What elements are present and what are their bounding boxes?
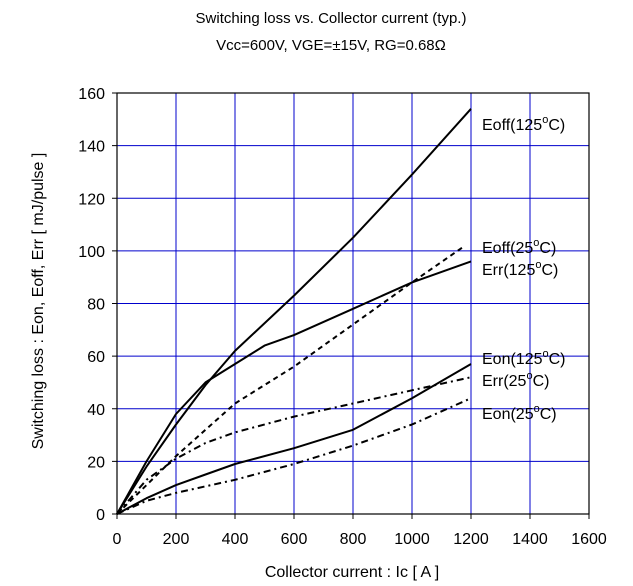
series-line xyxy=(116,244,466,515)
y-tick-label: 100 xyxy=(78,244,105,261)
series-label: Eon(25oC) xyxy=(482,403,557,423)
y-tick-label: 40 xyxy=(87,402,105,419)
y-tick-label: 0 xyxy=(96,507,105,524)
series-label: Eon(125oC) xyxy=(482,348,566,368)
series-line xyxy=(116,363,472,515)
y-tick-label: 160 xyxy=(78,86,105,103)
y-tick-label: 120 xyxy=(78,191,105,208)
series-line xyxy=(116,260,472,515)
y-tick-label: 60 xyxy=(87,349,105,366)
x-tick-label: 600 xyxy=(281,531,308,548)
series-label: Eoff(125oC) xyxy=(482,114,565,134)
x-tick-label: 0 xyxy=(113,531,122,548)
x-tick-label: 1200 xyxy=(453,531,489,548)
chart-subtitle: Vcc=600V, VGE=±15V, RG=0.68Ω xyxy=(216,37,446,54)
x-tick-label: 1400 xyxy=(512,531,548,548)
x-tick-label: 800 xyxy=(340,531,367,548)
series-line xyxy=(116,397,472,515)
y-axis-label: Switching loss : Eon, Eoff, Err [ mJ/pul… xyxy=(30,153,47,450)
grid xyxy=(117,93,589,514)
y-tick-label: 80 xyxy=(87,297,105,314)
series-label: Err(25oC) xyxy=(482,370,549,390)
chart-title: Switching loss vs. Collector current (ty… xyxy=(196,10,467,27)
y-tick-label: 140 xyxy=(78,139,105,156)
series-line xyxy=(116,108,472,515)
y-tick-labels: 0 20 40 60 80 100 120 140 160 xyxy=(78,86,117,524)
series-label: Eoff(25oC) xyxy=(482,237,556,257)
y-tick-label: 20 xyxy=(87,454,105,471)
series-line xyxy=(116,376,472,515)
series-label: Err(125oC) xyxy=(482,259,558,279)
series-labels: Eoff(125oC) Eoff(25oC)Err(125oC) Eon(125oC… xyxy=(482,114,566,423)
series-lines xyxy=(116,108,472,515)
x-tick-label: 1600 xyxy=(571,531,607,548)
x-tick-label: 400 xyxy=(222,531,249,548)
x-tick-labels: 0 200 400 600 800 1000 1200 1400 1600 xyxy=(113,514,607,548)
x-tick-label: 200 xyxy=(163,531,190,548)
x-axis-label: Collector current : Ic [ A ] xyxy=(265,564,439,581)
x-tick-label: 1000 xyxy=(394,531,430,548)
